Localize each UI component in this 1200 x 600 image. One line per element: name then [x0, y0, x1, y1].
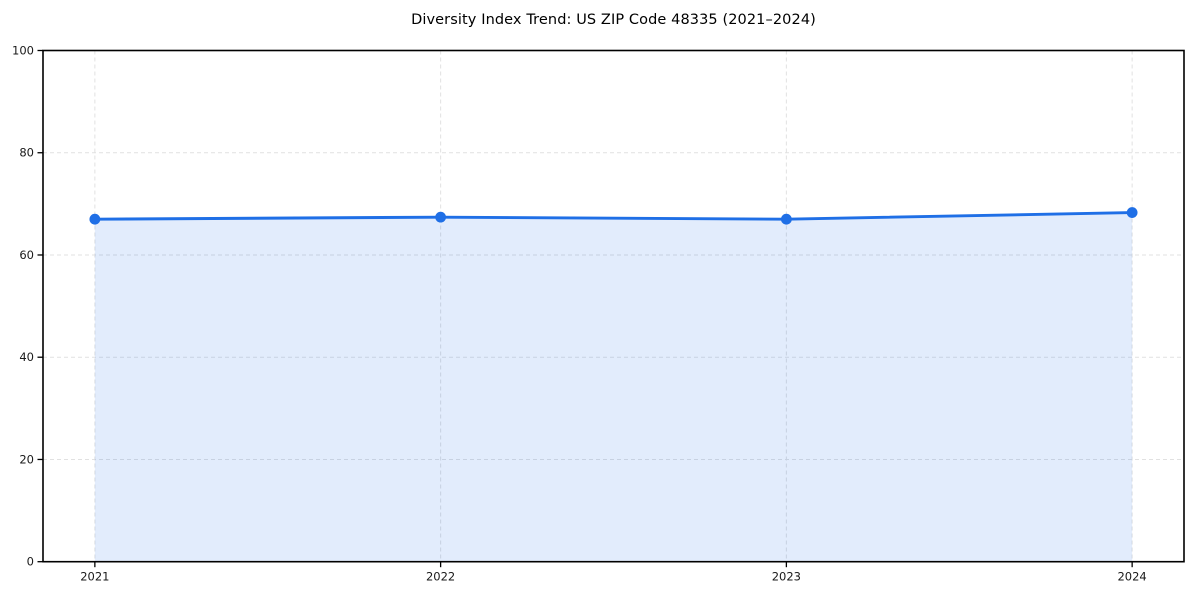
x-tick-label: 2024	[1117, 570, 1146, 584]
chart-title: Diversity Index Trend: US ZIP Code 48335…	[411, 12, 816, 28]
y-tick-label: 20	[19, 452, 34, 466]
y-tick-label: 0	[27, 555, 34, 569]
data-point-2023	[780, 213, 792, 225]
y-tick-label: 40	[19, 350, 34, 364]
axis-frame	[42, 49, 1185, 563]
data-point-2024	[1126, 207, 1138, 218]
y-tick-label: 80	[19, 146, 34, 160]
y-tick-label: 60	[19, 248, 34, 262]
data-point-2021	[89, 213, 101, 225]
x-tick-label: 2022	[426, 570, 455, 584]
x-tick-label: 2023	[772, 570, 801, 584]
x-tick-label: 2021	[80, 570, 109, 584]
area-fill	[94, 212, 1133, 562]
data-point-2022	[435, 211, 447, 223]
y-tick-label: 100	[12, 44, 34, 58]
trend-line	[93, 211, 1134, 221]
